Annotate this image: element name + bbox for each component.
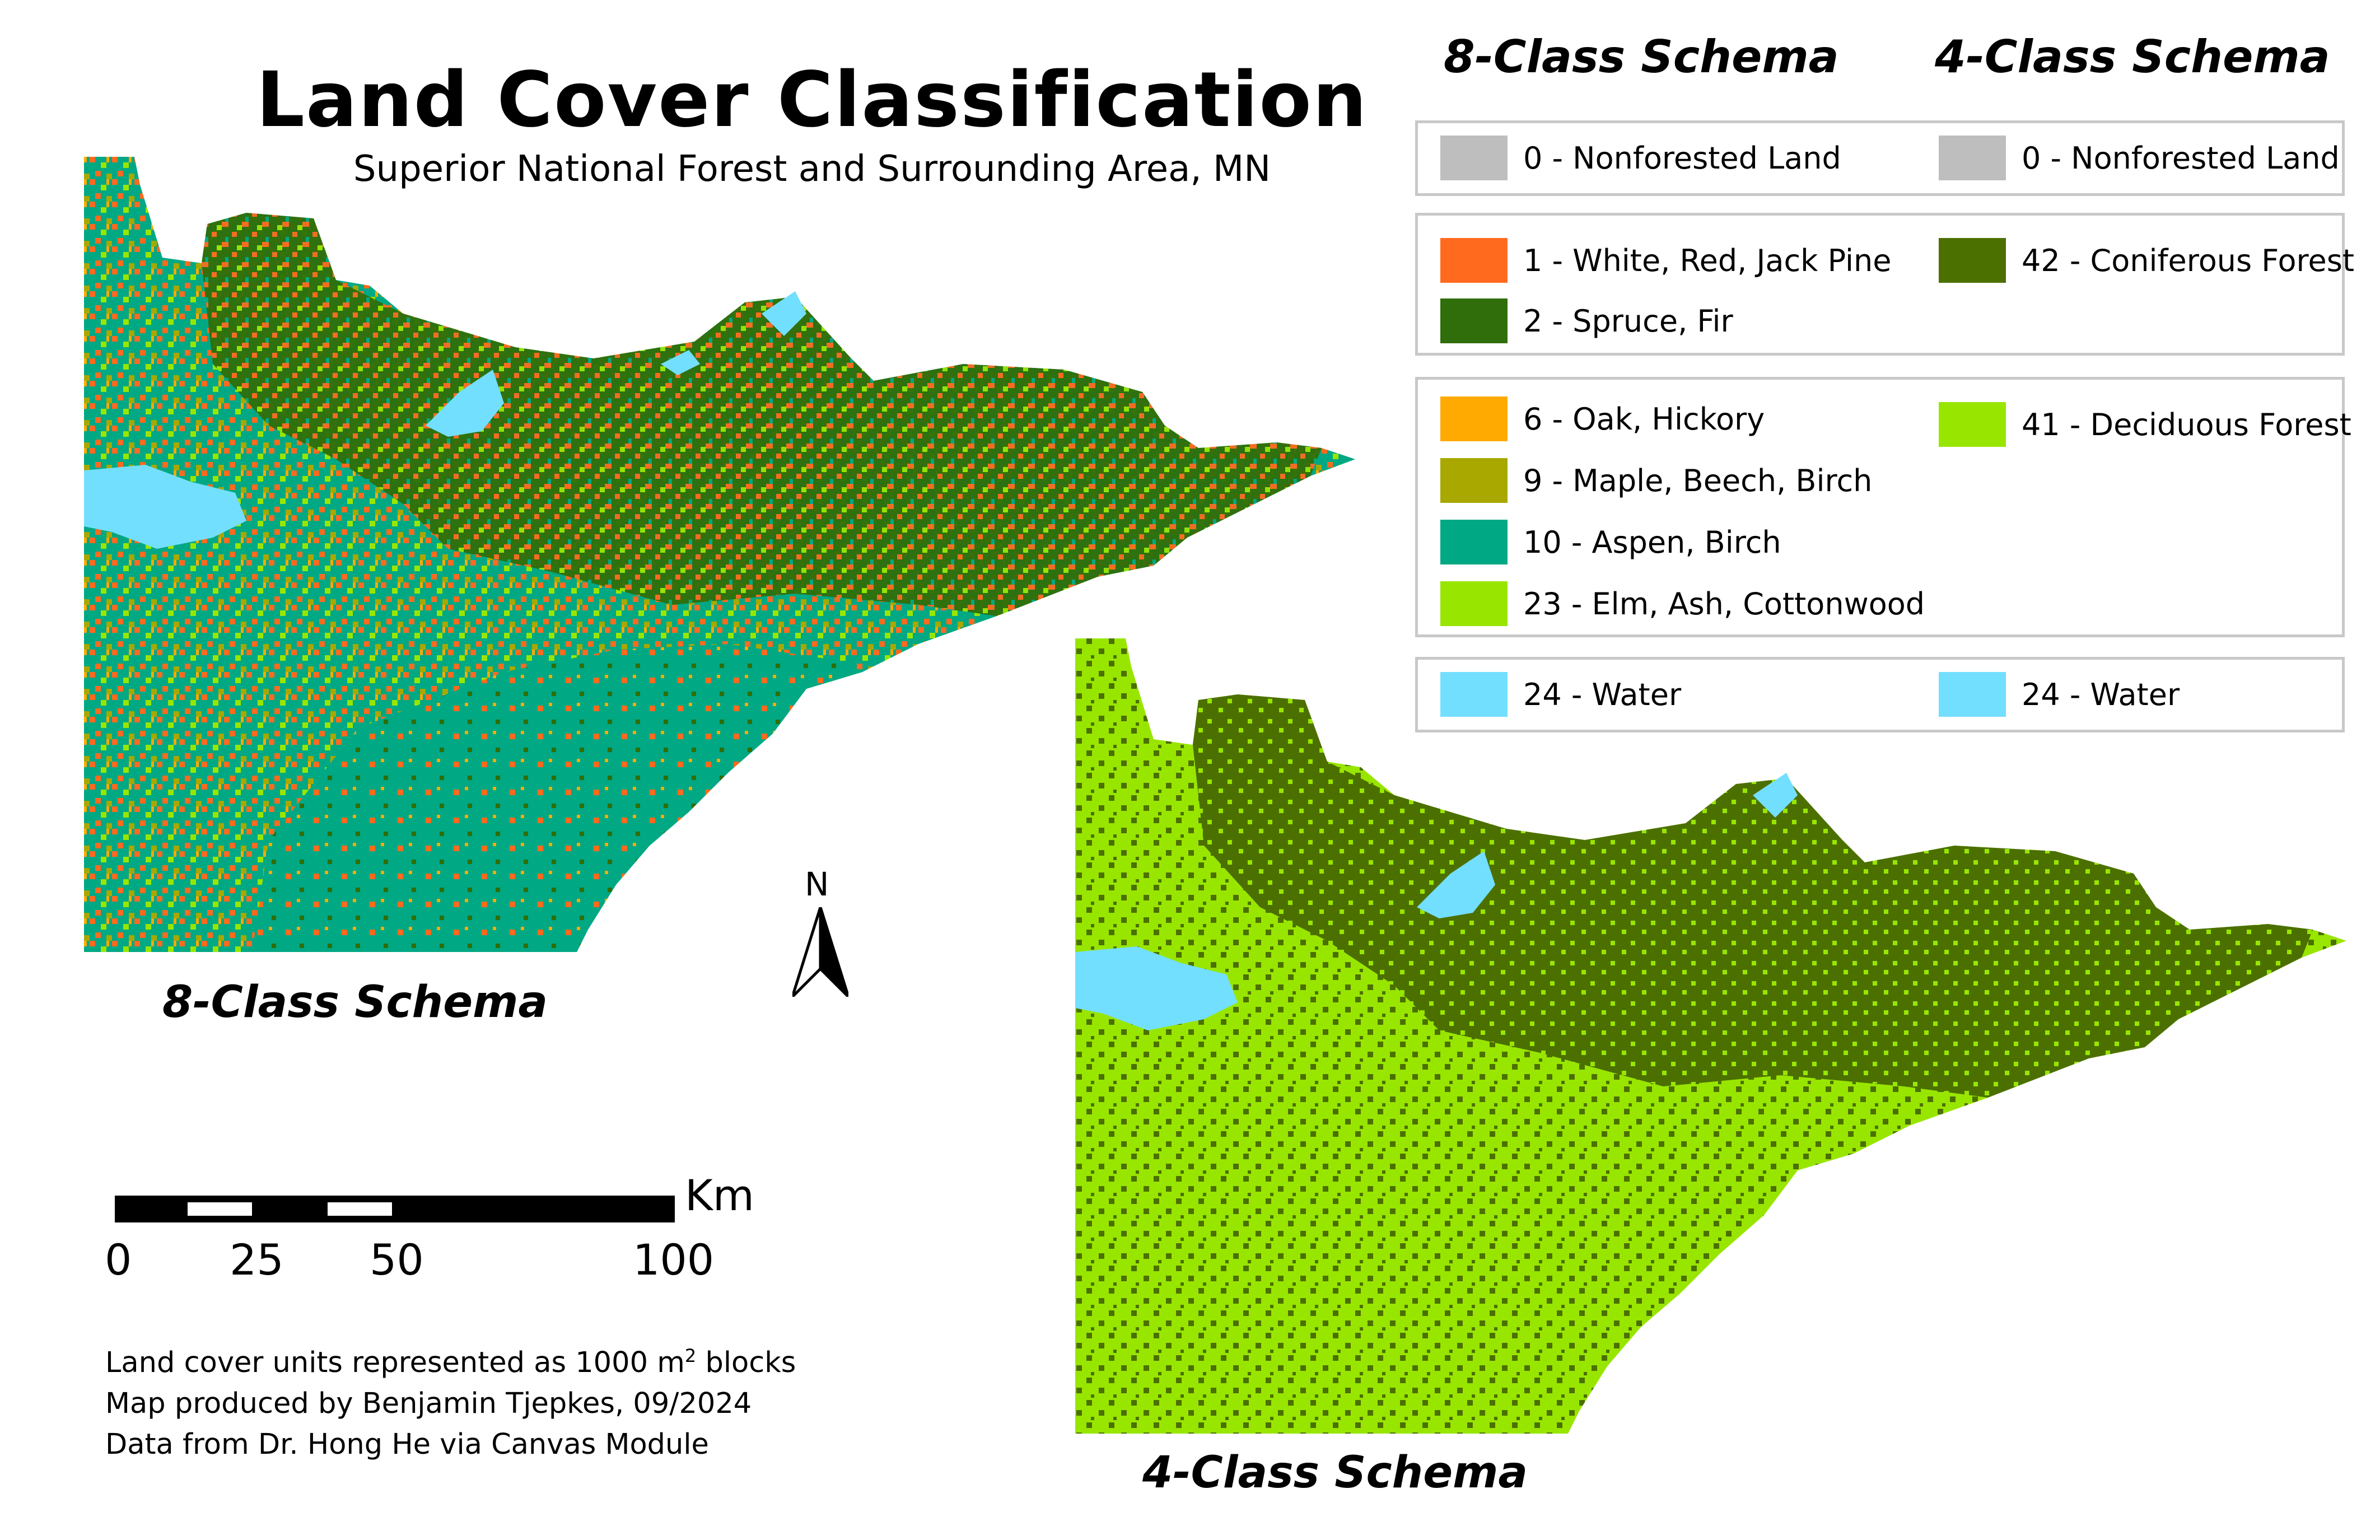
legend-group-conifer: 1 - White, Red, Jack Pine 2 - Spruce, Fi… bbox=[1415, 213, 2345, 356]
north-arrow-label: N bbox=[805, 865, 829, 903]
legend-label: 9 - Maple, Beech, Birch bbox=[1523, 463, 1872, 498]
legend-item: 23 - Elm, Ash, Cottonwood bbox=[1440, 581, 1925, 626]
legend-header-4-class: 4-Class Schema bbox=[1935, 31, 2330, 83]
legend-label: 10 - Aspen, Birch bbox=[1523, 525, 1781, 560]
scale-bar-tick-100: 100 bbox=[633, 1235, 714, 1285]
credits-line-2: Map produced by Benjamin Tjepkes, 09/202… bbox=[105, 1383, 796, 1424]
legend-swatch bbox=[1440, 458, 1508, 503]
credits-line-1-end: blocks bbox=[696, 1346, 796, 1379]
legend-group-deciduous: 6 - Oak, Hickory 9 - Maple, Beech, Birch… bbox=[1415, 377, 2345, 637]
legend-label: 0 - Nonforested Land bbox=[1523, 141, 1841, 176]
legend-swatch bbox=[1440, 581, 1508, 626]
legend-label: 24 - Water bbox=[1523, 677, 1681, 712]
scale-bar-graphic bbox=[115, 1196, 675, 1224]
legend-label: 41 - Deciduous Forest bbox=[2022, 407, 2351, 442]
legend-item: 1 - White, Red, Jack Pine bbox=[1440, 238, 1891, 283]
legend-label: 23 - Elm, Ash, Cottonwood bbox=[1523, 586, 1925, 622]
legend-group-nonforested: 0 - Nonforested Land 0 - Nonforested Lan… bbox=[1415, 120, 2345, 196]
legend-item: 42 - Coniferous Forest bbox=[1939, 238, 2354, 283]
legend-swatch bbox=[1440, 298, 1508, 343]
scale-bar-tick-50: 50 bbox=[370, 1235, 424, 1285]
legend-header-8-class: 8-Class Schema bbox=[1444, 31, 1839, 83]
credits-superscript: 2 bbox=[685, 1345, 696, 1366]
north-arrow-icon bbox=[792, 907, 848, 997]
legend-swatch bbox=[1939, 402, 2006, 447]
legend-swatch bbox=[1939, 136, 2006, 180]
legend-label: 24 - Water bbox=[2022, 677, 2180, 712]
legend-swatch bbox=[1440, 396, 1508, 441]
legend-swatch bbox=[1939, 238, 2006, 283]
legend-item: 10 - Aspen, Birch bbox=[1440, 520, 1781, 564]
legend-swatch bbox=[1939, 672, 2006, 717]
legend-item: 2 - Spruce, Fir bbox=[1440, 298, 1733, 343]
legend-item: 24 - Water bbox=[1440, 672, 1681, 717]
legend-swatch bbox=[1440, 136, 1508, 180]
legend-group-water: 24 - Water 24 - Water bbox=[1415, 657, 2345, 732]
map-4-class bbox=[1064, 616, 2363, 1456]
map-credits: Land cover units represented as 1000 m2 … bbox=[105, 1336, 796, 1465]
legend-label: 6 - Oak, Hickory bbox=[1523, 402, 1765, 437]
scale-bar-tick-25: 25 bbox=[230, 1235, 284, 1285]
legend-item: 41 - Deciduous Forest bbox=[1939, 402, 2351, 447]
legend-label: 0 - Nonforested Land bbox=[2022, 141, 2340, 176]
legend-item: 24 - Water bbox=[1939, 672, 2180, 717]
legend-item: 0 - Nonforested Land bbox=[1440, 136, 1841, 180]
legend-label: 2 - Spruce, Fir bbox=[1523, 304, 1733, 339]
legend-swatch bbox=[1440, 520, 1508, 564]
credits-line-1: Land cover units represented as 1000 m2 … bbox=[105, 1336, 796, 1383]
legend-swatch bbox=[1440, 238, 1508, 283]
scale-bar: Km 0 25 50 100 bbox=[115, 1196, 787, 1319]
legend-item: 0 - Nonforested Land bbox=[1939, 136, 2340, 180]
legend-item: 9 - Maple, Beech, Birch bbox=[1440, 458, 1872, 503]
credits-line-1-text: Land cover units represented as 1000 m bbox=[105, 1346, 685, 1379]
north-arrow: N bbox=[792, 865, 848, 1000]
scale-bar-unit: Km bbox=[685, 1170, 754, 1220]
credits-line-3: Data from Dr. Hong He via Canvas Module bbox=[105, 1424, 796, 1465]
map-4-label: 4-Class Schema bbox=[1142, 1448, 1528, 1498]
scale-bar-tick-0: 0 bbox=[105, 1235, 132, 1285]
legend-label: 42 - Coniferous Forest bbox=[2022, 243, 2354, 278]
legend-item: 6 - Oak, Hickory bbox=[1440, 396, 1765, 441]
legend-swatch bbox=[1440, 672, 1508, 717]
map-8-label: 8-Class Schema bbox=[162, 977, 548, 1028]
legend-label: 1 - White, Red, Jack Pine bbox=[1523, 243, 1891, 278]
